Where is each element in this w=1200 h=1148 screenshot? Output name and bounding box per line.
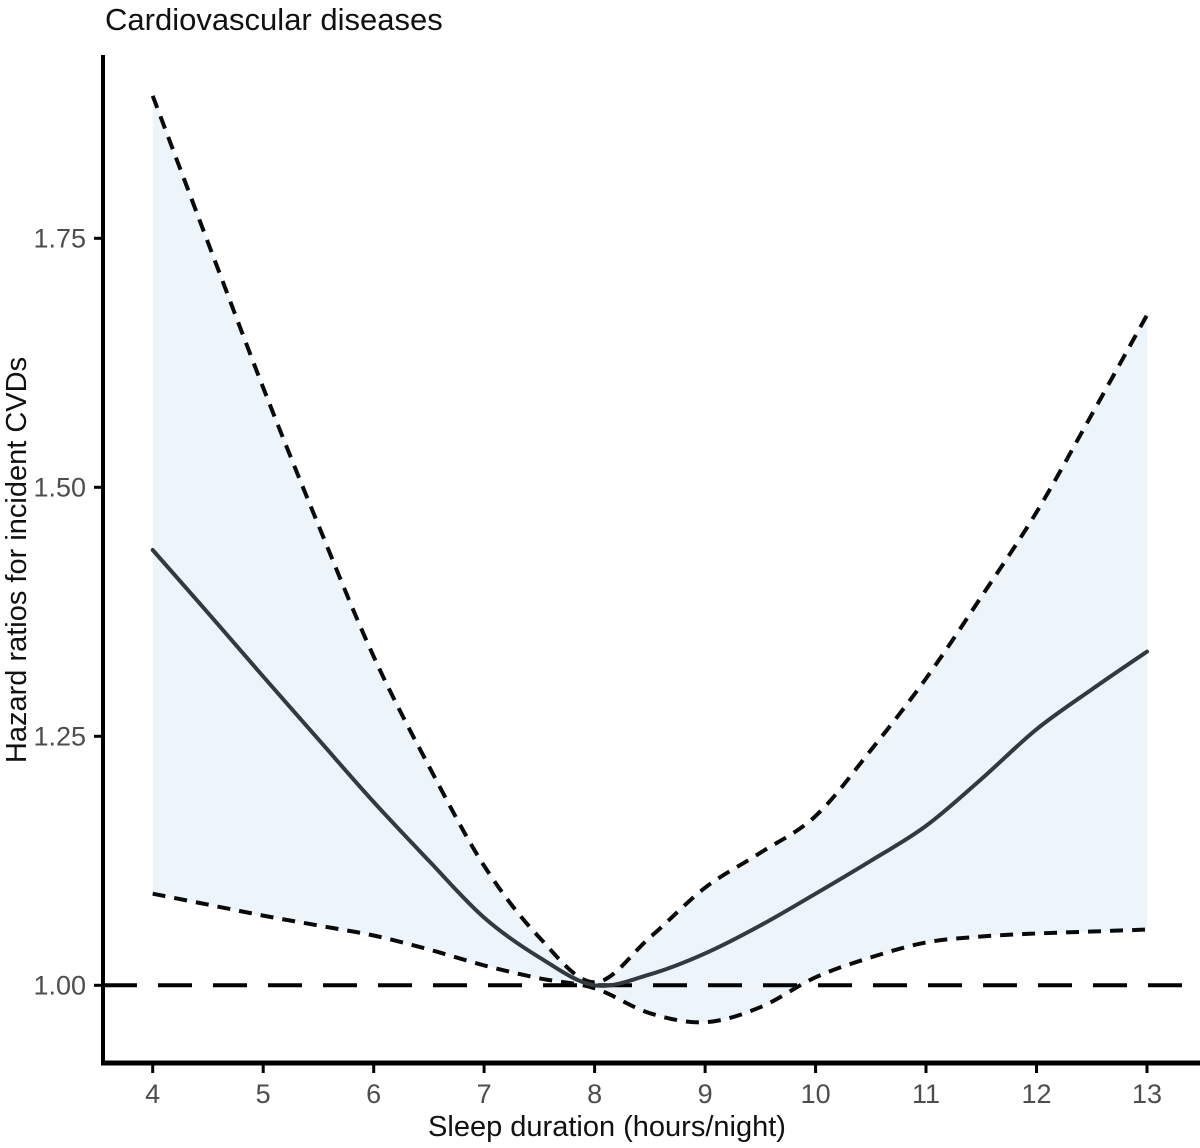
- x-tick-label: 13: [1132, 1079, 1162, 1109]
- x-tick-label: 9: [698, 1079, 713, 1109]
- x-tick-label: 4: [145, 1079, 160, 1109]
- y-tick-label: 1.25: [33, 721, 86, 751]
- tick-layer: 1.00 1.25 1.50 1.75 4 5 6 7 8 9 10 11 12 13: [33, 223, 1162, 1109]
- y-tick-label: 1.75: [33, 223, 86, 253]
- confidence-band-layer: [152, 95, 1147, 1023]
- x-tick-label: 11: [912, 1079, 940, 1109]
- x-tick-label: 7: [477, 1079, 492, 1109]
- curve-layer: [150, 95, 1149, 1025]
- y-axis-title: Hazard ratios for incident CVDs: [1, 357, 33, 763]
- lower-ci-curve: [152, 891, 1148, 1025]
- x-tick-label: 12: [1021, 1079, 1051, 1109]
- x-axis-title: Sleep duration (hours/night): [428, 1111, 786, 1143]
- x-tick-label: 10: [801, 1079, 831, 1109]
- x-tick-label: 8: [587, 1079, 602, 1109]
- y-tick-label: 1.50: [33, 472, 86, 502]
- chart-title: Cardiovascular diseases: [105, 2, 443, 37]
- hazard-ratio-curve: [150, 548, 1149, 988]
- x-tick-label: 6: [366, 1079, 381, 1109]
- x-tick-label: 5: [256, 1079, 271, 1109]
- y-tick-label: 1.00: [33, 970, 86, 1000]
- axis-layer: [101, 55, 1200, 1066]
- confidence-band: [152, 95, 1147, 1023]
